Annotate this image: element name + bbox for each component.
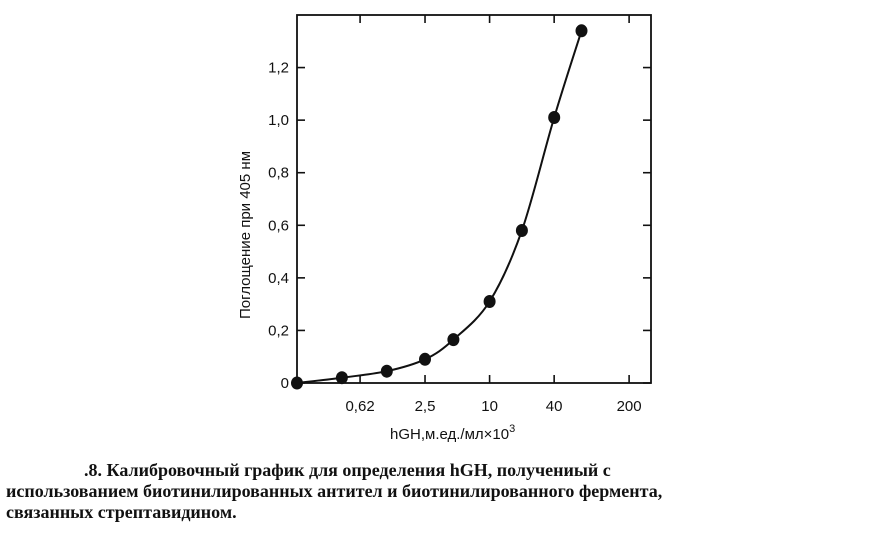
data-point bbox=[419, 352, 431, 366]
data-point bbox=[380, 364, 393, 378]
x-axis-title: hGH,м.ед./мл×103 bbox=[390, 423, 515, 443]
y-tick-label: 0,2 bbox=[268, 322, 289, 339]
axis-tick-labels: 0 0,2 0,4 0,6 0,8 1,0 1,2 0,62 2,5 10 40 200 bbox=[268, 60, 641, 415]
caption-line-1: .8. Калибровочный график для определения… bbox=[84, 460, 611, 480]
x-tick-label: 2,5 bbox=[415, 398, 436, 415]
x-tick-label: 40 bbox=[546, 398, 563, 415]
data-point bbox=[335, 371, 348, 385]
plot-frame bbox=[296, 14, 652, 384]
data-point bbox=[575, 24, 588, 38]
caption-line-2: использованием биотинилированных антител… bbox=[6, 481, 663, 501]
y-tick-label: 0,8 bbox=[268, 165, 289, 182]
data-point bbox=[447, 333, 460, 347]
y-tick-label: 0 bbox=[281, 375, 289, 392]
x-tick-label: 0,62 bbox=[345, 398, 374, 415]
y-tick-label: 1,0 bbox=[268, 112, 289, 129]
y-tick-label: 1,2 bbox=[268, 60, 289, 77]
x-axis-title-exponent: 3 bbox=[509, 423, 515, 435]
axis-ticks bbox=[297, 15, 651, 384]
y-tick-label: 0,6 bbox=[268, 217, 289, 234]
data-point bbox=[515, 224, 528, 237]
calibration-curve bbox=[296, 30, 583, 384]
x-axis-title-main: hGH,м.ед./мл×10 bbox=[390, 426, 509, 443]
calibration-chart: 0 0,2 0,4 0,6 0,8 1,0 1,2 0,62 2,5 10 40 200 Поглощ… bbox=[237, 14, 652, 443]
data-point bbox=[483, 295, 496, 308]
x-tick-label: 10 bbox=[481, 398, 498, 415]
figure-caption: .8. Калибровочный график для определения… bbox=[6, 460, 886, 523]
y-axis-title: Поглощение при 405 нм bbox=[237, 151, 254, 319]
x-tick-label: 200 bbox=[617, 398, 642, 415]
caption-line-3: связанных стрептавидином. bbox=[6, 502, 237, 522]
data-points bbox=[291, 24, 588, 390]
data-point bbox=[291, 376, 303, 390]
y-tick-label: 0,4 bbox=[268, 270, 289, 287]
data-point bbox=[548, 111, 561, 124]
